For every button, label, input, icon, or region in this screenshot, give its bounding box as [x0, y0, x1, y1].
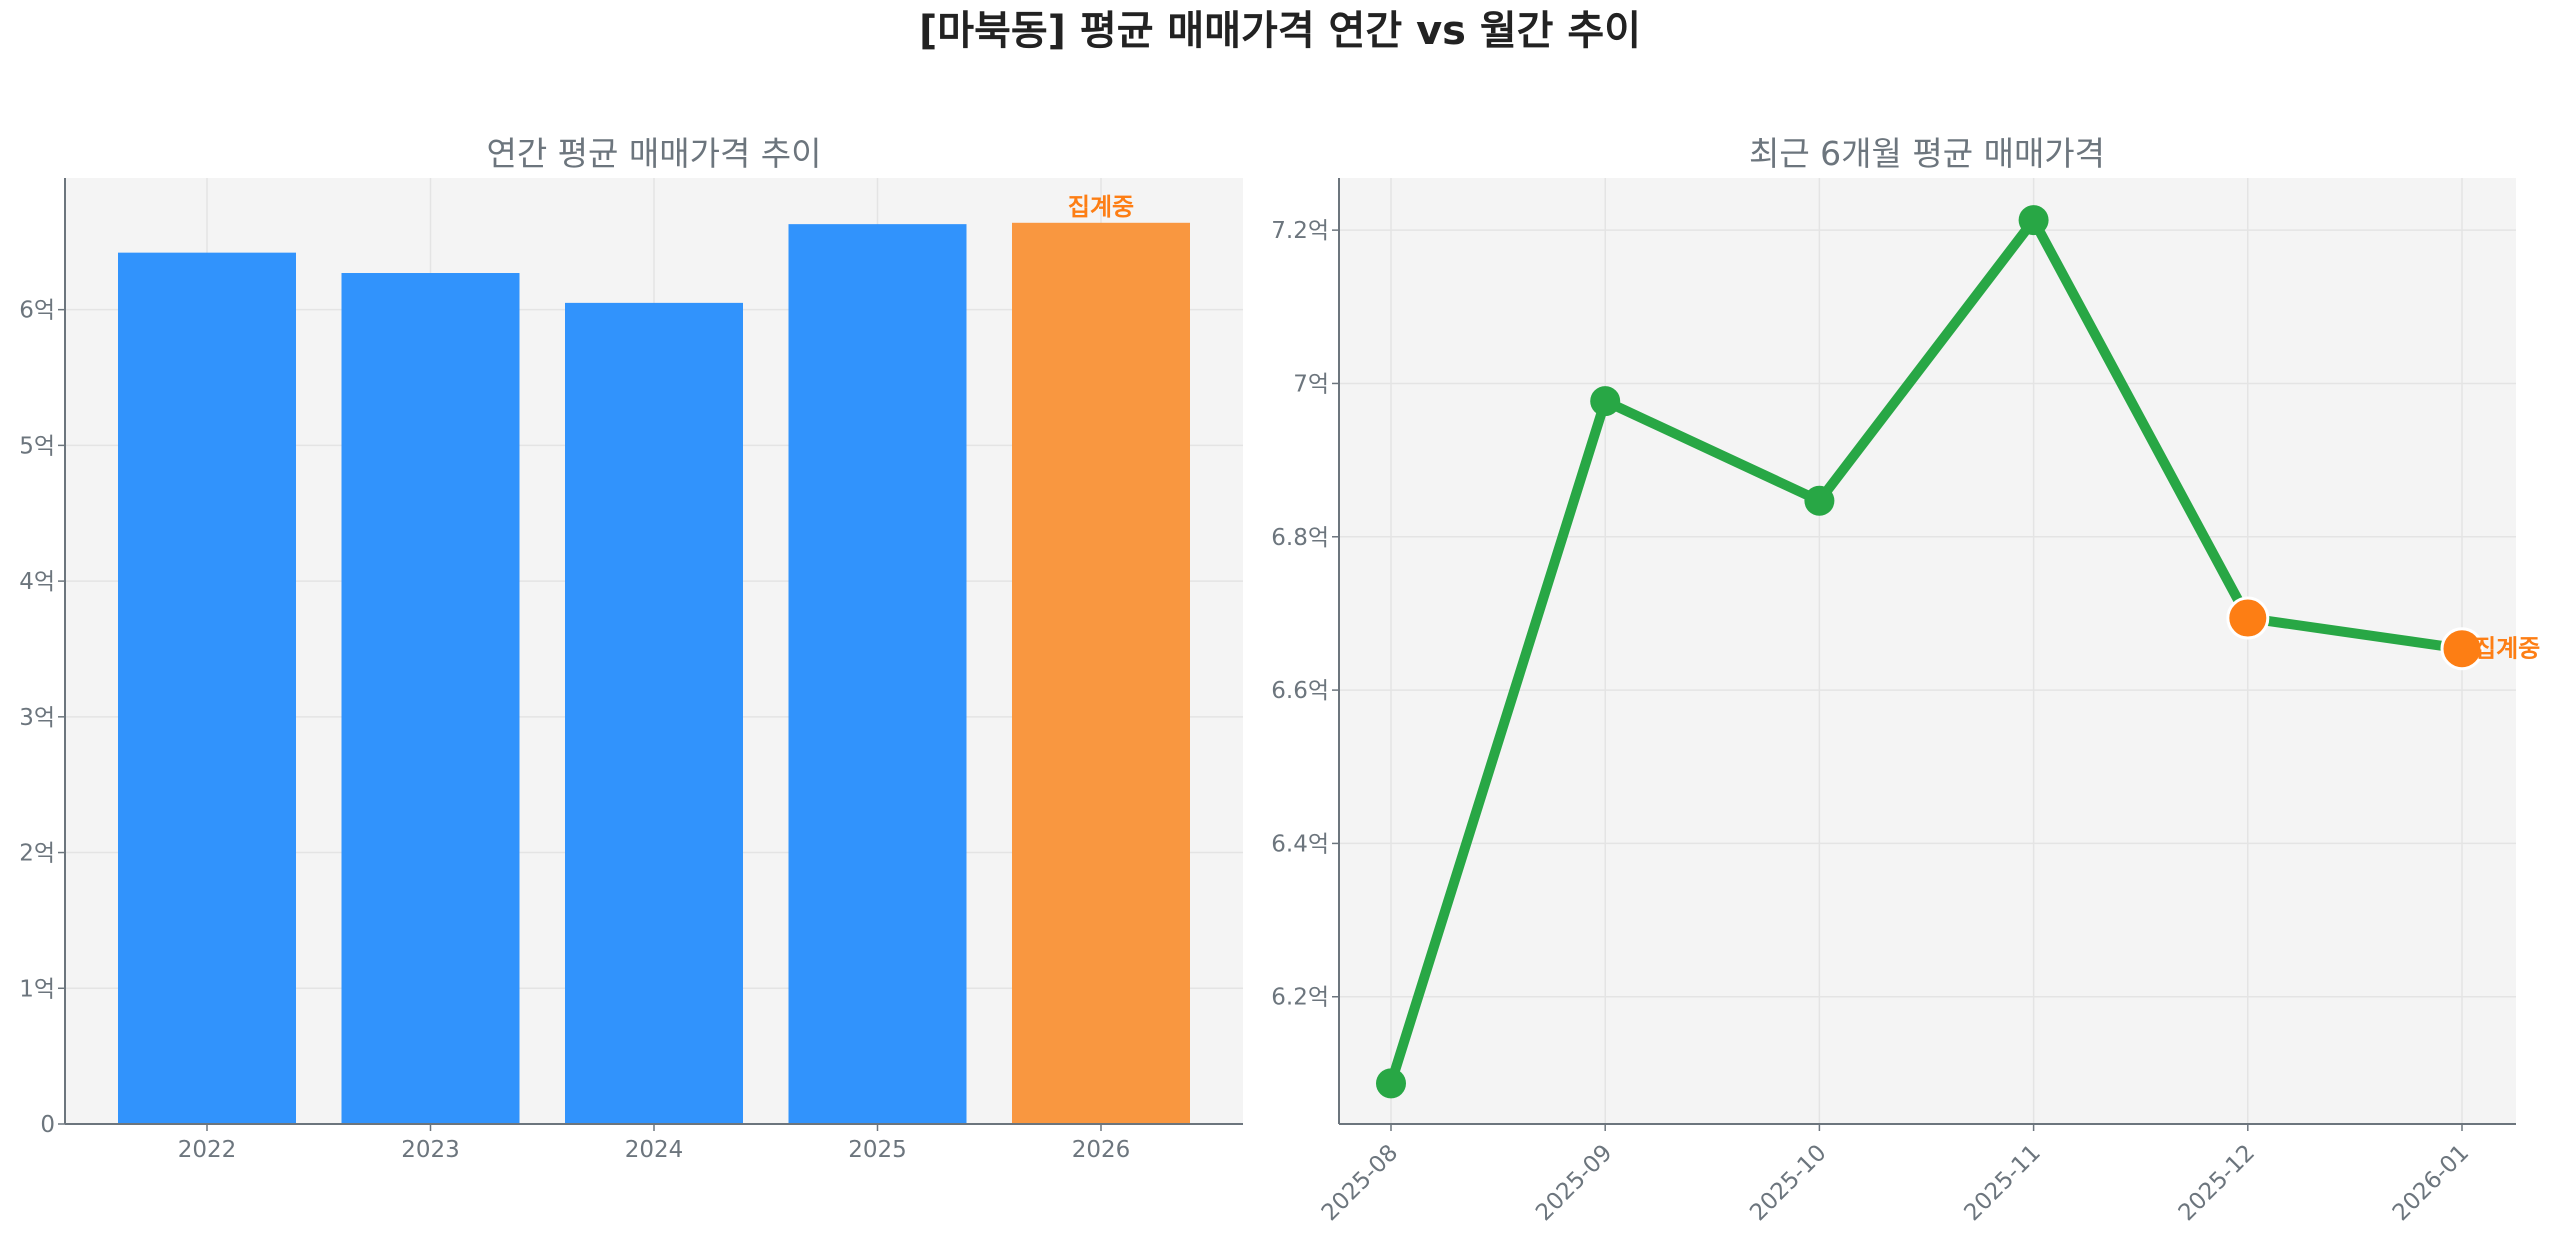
y-tick-label: 6억 — [19, 298, 55, 324]
series-line — [1386, 215, 2467, 1089]
y-tick-label: 6.8억 — [1271, 525, 1329, 551]
y-tick-label: 6.2억 — [1271, 985, 1329, 1011]
bar-2026 — [1012, 222, 1190, 1125]
plot-area — [1339, 178, 2516, 1124]
x-tick-label: 2025 — [848, 1137, 907, 1163]
data-point-2025-12 — [2226, 596, 2270, 640]
partial-annotation: 집계중 — [2474, 635, 2540, 663]
y-tick-label: 6.6억 — [1271, 678, 1329, 704]
x-tick-label: 2025-12 — [2174, 1140, 2260, 1226]
bar-2022 — [118, 252, 296, 1124]
y-tick-label: 5억 — [19, 433, 55, 459]
monthly-chart-title: 최근 6개월 평균 매매가격 — [1749, 134, 2105, 173]
data-point-2026-01 — [2440, 627, 2484, 671]
bar-2023 — [341, 273, 520, 1124]
y-tick-label: 0 — [40, 1112, 55, 1138]
x-tick-label: 2024 — [625, 1137, 684, 1163]
y-tick-label: 1억 — [19, 976, 55, 1002]
partial-annotation: 집계중 — [1068, 193, 1134, 221]
x-tick-label: 2025-10 — [1745, 1140, 1831, 1226]
x-tick-label: 2023 — [401, 1137, 460, 1163]
figure-title: [마북동] 평균 매매가격 연간 vs 월간 추이 — [919, 8, 1641, 54]
x-tick-label: 2026-01 — [2388, 1140, 2474, 1226]
y-tick-label: 7억 — [1293, 371, 1329, 397]
y-tick-label: 6.4억 — [1271, 831, 1329, 857]
data-point-2025-11 — [2018, 205, 2049, 236]
data-point-2025-09 — [1590, 386, 1621, 417]
y-tick-label: 7.2억 — [1271, 218, 1329, 244]
annual-chart-title: 연간 평균 매매가격 추이 — [486, 134, 821, 173]
bar-2025 — [788, 224, 967, 1124]
x-tick-label: 2022 — [178, 1137, 237, 1163]
data-point-2025-10 — [1804, 485, 1835, 516]
annual-bar-chart: 연간 평균 매매가격 추이 0 1억 2억 3억 4억 5억 6억 2022 2023 2024 2… — [19, 134, 1243, 1163]
x-tick-label: 2025-09 — [1531, 1140, 1617, 1226]
x-tick-label: 2025-11 — [1959, 1140, 2045, 1226]
x-tick-label: 2025-08 — [1317, 1140, 1403, 1226]
monthly-line-chart: 최근 6개월 평균 매매가격 6.2억 6.4억 6.6억 6.8억 7억 7.2억 202… — [1271, 134, 2540, 1226]
bar-2024 — [565, 302, 743, 1124]
x-tick-label: 2026 — [1072, 1137, 1131, 1163]
data-point-2025-08 — [1376, 1068, 1406, 1099]
y-tick-label: 3억 — [19, 705, 55, 731]
y-tick-label: 2억 — [19, 841, 55, 867]
y-tick-label: 4억 — [19, 569, 55, 595]
